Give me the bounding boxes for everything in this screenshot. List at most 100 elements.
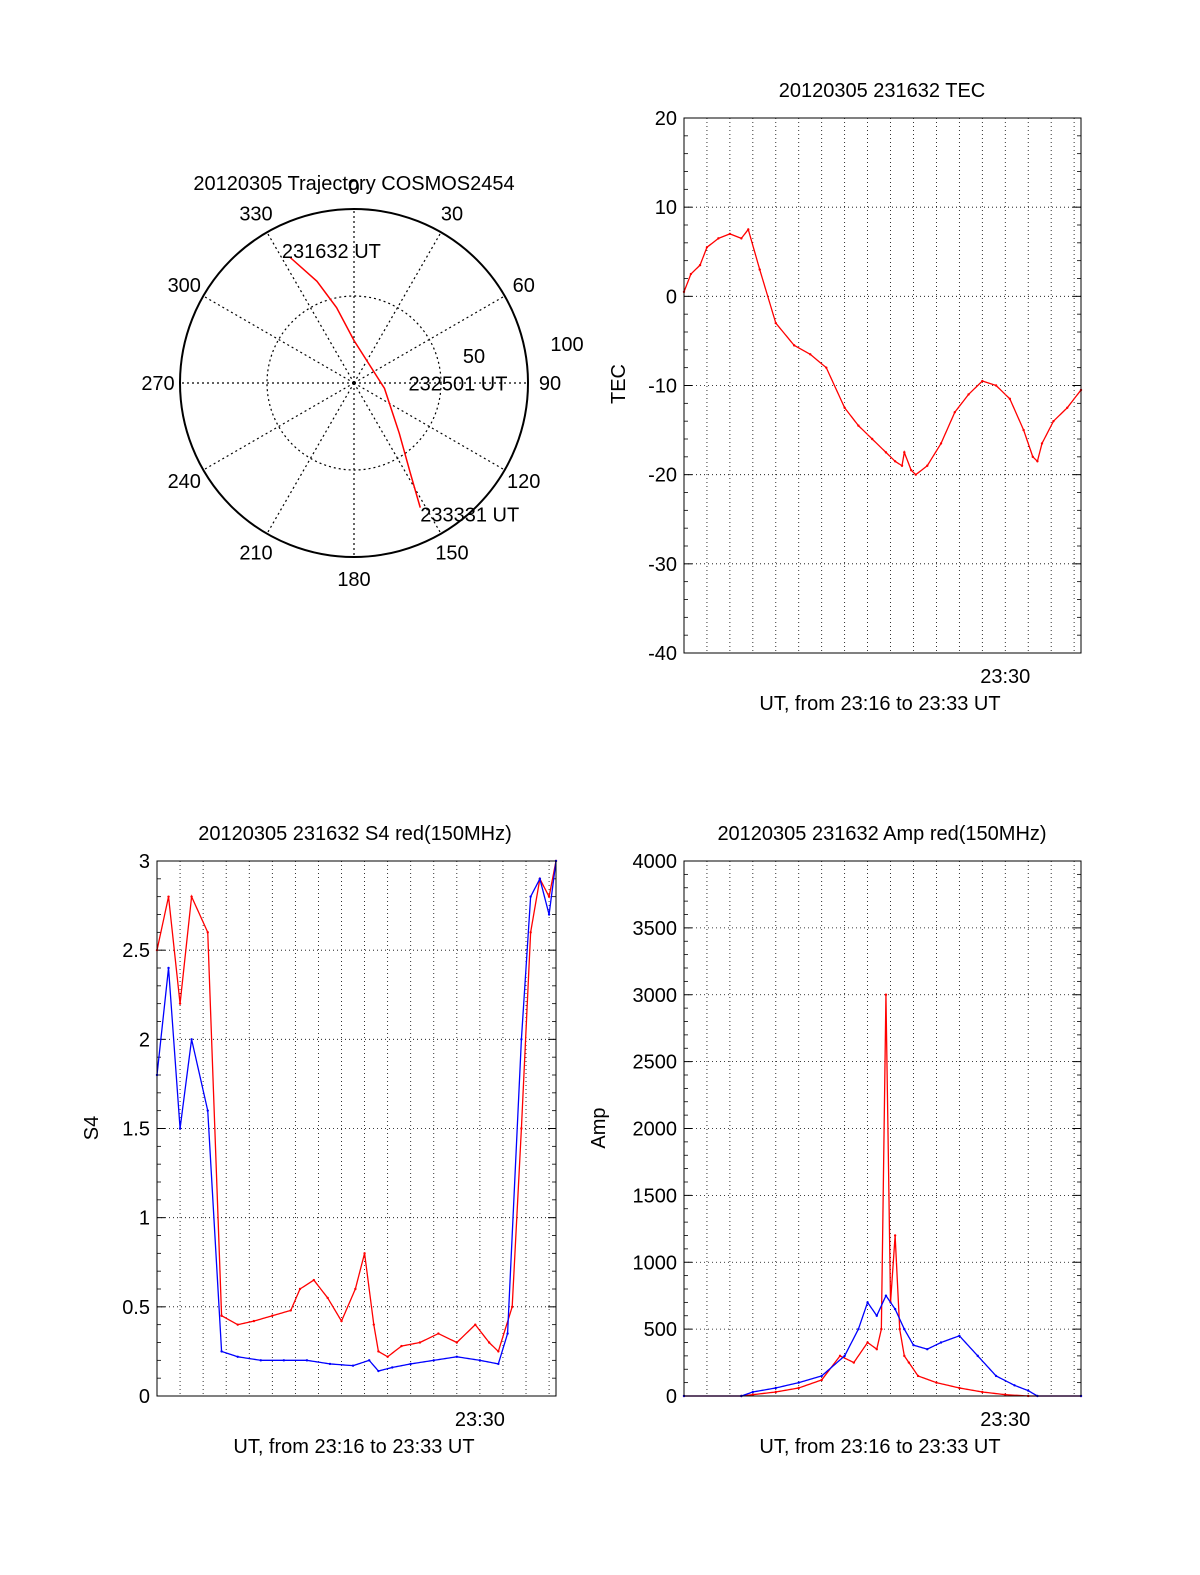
s4-point-red <box>289 1309 292 1312</box>
amp-ytick-label: 2500 <box>633 1052 678 1074</box>
polar-angle-label: 180 <box>337 569 370 591</box>
s4-point-blue <box>409 1362 412 1366</box>
amp-point-red <box>774 1390 777 1394</box>
tec-point-TEC <box>981 379 984 383</box>
tec-point-TEC <box>939 442 943 445</box>
s4-point-blue <box>167 966 170 970</box>
amp-plot-body: 4000 3500 3000 2500 2000 1500 1000 500 0 23:30 <box>633 851 1083 1431</box>
s4-point-red <box>372 1323 375 1326</box>
amp-xtick-label: 23:30 <box>980 1409 1030 1431</box>
polar-angle-label: 210 <box>239 543 272 565</box>
s4-point-blue <box>206 1109 209 1112</box>
tec-point-TEC <box>689 272 693 276</box>
s4-point-red <box>190 895 193 898</box>
s4-point-red <box>271 1314 274 1317</box>
amp-point-blue <box>1027 1389 1030 1392</box>
tec-point-TEC <box>1052 419 1055 423</box>
tec-point-TEC <box>994 384 998 387</box>
amp-ytick-label: 2000 <box>633 1119 678 1141</box>
tec-point-TEC <box>1031 455 1035 459</box>
amp-point-blue <box>774 1386 777 1390</box>
amp-point-blue <box>857 1327 860 1331</box>
s4-ytick-label: 2 <box>139 1029 150 1051</box>
tec-point-TEC <box>843 406 846 409</box>
amp-ytick-label: 1500 <box>633 1185 678 1207</box>
s4-point-blue <box>520 1038 523 1041</box>
amp-point-red <box>981 1390 984 1394</box>
s4-point-red <box>340 1319 343 1323</box>
s4-point-blue <box>367 1359 371 1362</box>
s4-point-red <box>326 1296 329 1300</box>
amp-point-blue <box>751 1390 755 1394</box>
s4-point-red <box>529 931 532 934</box>
polar-trajectory-chart: 20120305 Trajectory COSMOS2454 0 30 60 90 12… <box>141 173 583 591</box>
tec-chart: 20120305 231632 TEC UT, from 23:16 to 23… <box>608 80 1083 715</box>
polar-grid <box>179 208 529 558</box>
amp-point-blue <box>893 1307 897 1311</box>
amp-x-label: UT, from 23:16 to 23:33 UT <box>759 1436 1000 1458</box>
amp-point-blue <box>884 1294 888 1297</box>
amp-point-blue <box>1013 1384 1016 1387</box>
s4-point-blue <box>190 1038 193 1041</box>
amp-point-red <box>875 1347 878 1351</box>
s4-point-blue <box>547 913 551 916</box>
s4-point-blue <box>220 1350 223 1353</box>
amp-point-blue <box>875 1314 878 1317</box>
polar-angle-label: 0 <box>348 177 359 199</box>
s4-point-red <box>437 1332 440 1335</box>
tec-point-TEC <box>792 344 796 347</box>
polar-angle-label: 150 <box>435 543 468 565</box>
polar-spoke <box>266 382 355 534</box>
tec-point-TEC <box>698 263 702 267</box>
amp-ytick-label: 500 <box>644 1319 677 1341</box>
amp-point-blue <box>958 1334 961 1338</box>
s4-point-red <box>510 1305 514 1309</box>
s4-point-blue <box>328 1362 332 1366</box>
amp-point-blue <box>939 1341 943 1344</box>
tec-point-TEC <box>1008 397 1012 401</box>
amp-point-red <box>916 1374 920 1378</box>
tec-point-TEC <box>1022 428 1025 432</box>
s4-point-red <box>236 1323 239 1326</box>
polar-outer-circle <box>179 208 529 558</box>
s4-point-blue <box>259 1359 262 1362</box>
tec-ytick-label: -10 <box>648 376 677 398</box>
tec-point-TEC <box>914 473 917 476</box>
s4-point-red <box>497 1350 500 1353</box>
polar-radial-labels: 50 100 <box>463 334 584 368</box>
amp-point-blue <box>903 1327 906 1331</box>
s4-plot-body: 3 2.5 2 1.5 1 0.5 0 23:30 <box>122 851 558 1431</box>
s4-point-red <box>487 1341 491 1344</box>
tec-ytick-label: 0 <box>666 286 677 308</box>
tec-point-TEC <box>809 353 812 356</box>
polar-spoke <box>353 232 442 384</box>
s4-point-red <box>220 1314 223 1317</box>
polar-annotations: 231632 UT 232501 UT 233331 UT <box>282 241 519 526</box>
tec-series-TEC <box>683 228 1082 476</box>
polar-spoke <box>203 382 355 471</box>
tec-plot-body: 20 10 0 -10 -20 -30 -40 23:30 <box>648 108 1083 688</box>
amp-ytick-label: 3500 <box>633 918 678 940</box>
polar-trajectory-series <box>289 256 421 508</box>
s4-point-blue <box>305 1359 309 1362</box>
amp-point-blue <box>912 1343 915 1347</box>
s4-point-blue <box>351 1364 355 1367</box>
polar-trajectory-line <box>289 256 421 508</box>
s4-point-red <box>206 931 209 934</box>
s4-xtick-label: 23:30 <box>455 1409 505 1431</box>
amp-point-red <box>903 1354 906 1358</box>
tec-point-TEC <box>967 393 970 396</box>
s4-frame <box>156 860 557 1397</box>
polar-spoke <box>353 295 505 384</box>
amp-point-blue <box>926 1347 929 1351</box>
s4-point-blue <box>497 1362 500 1366</box>
polar-time-annotation: 232501 UT <box>408 373 507 395</box>
s4-x-label: UT, from 23:16 to 23:33 UT <box>233 1436 474 1458</box>
tec-point-TEC <box>857 424 860 427</box>
polar-angle-labels: 0 30 60 90 120 150 180 210 240 270 300 330 <box>141 177 561 591</box>
s4-point-red <box>474 1323 477 1326</box>
amp-point-red <box>838 1354 842 1358</box>
amp-ytick-label: 1000 <box>633 1252 678 1274</box>
tec-y-label: TEC <box>608 364 630 404</box>
